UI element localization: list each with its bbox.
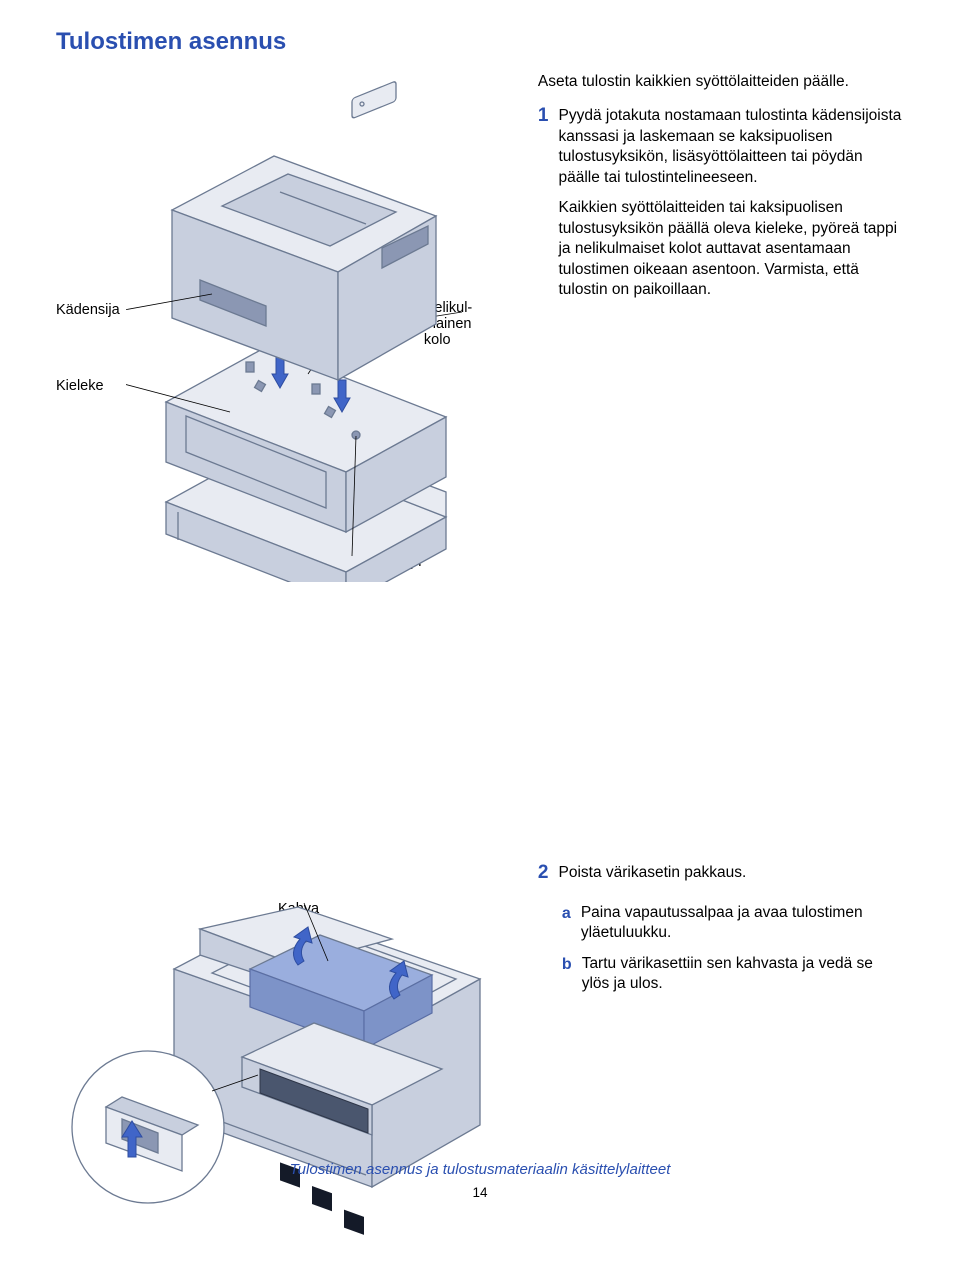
step-1-para-2: Kaikkien syöttölaitteiden tai kaksipuoli…: [558, 198, 904, 300]
step-2: 2 Poista värikasetin pakkaus.: [538, 863, 904, 893]
step-1-body: Pyydä jotakuta nostamaan tulostinta käde…: [558, 106, 904, 310]
bottom-section: Kahva: [56, 863, 904, 1263]
sub-b-letter: b: [562, 954, 572, 995]
sub-step-list: a Paina vapautussalpaa ja avaa tulostime…: [562, 903, 904, 995]
sub-a-letter: a: [562, 903, 571, 944]
sub-b-text: Tartu värikasettiin sen kahvasta ja vedä…: [582, 954, 904, 995]
left-labels: Kädensija Kieleke: [56, 302, 120, 454]
step-1-number: 1: [538, 106, 549, 310]
illustration-1-col: Kädensija Kieleke Nelikul­mainen kolo Py…: [56, 72, 514, 323]
text-col-2: 2 Poista värikasetin pakkaus. a Paina va…: [538, 863, 904, 1263]
page-number: 14: [0, 1185, 960, 1200]
printer-open-illustration: [62, 857, 502, 1237]
page-title: Tulostimen asennus: [56, 28, 904, 56]
step-2-number: 2: [538, 863, 549, 893]
printer-stack-illustration: [126, 72, 466, 582]
illustration-2-col: Kahva: [56, 863, 514, 1263]
step-2-text: Poista värikasetin pakkaus.: [558, 863, 904, 883]
step-1-para-1: Pyydä jotakuta nostamaan tulostinta käde…: [558, 106, 904, 188]
label-kieleke: Kieleke: [56, 378, 120, 394]
text-col-1: Aseta tulostin kaikkien syöttölaitteiden…: [538, 72, 904, 323]
sub-a-text: Paina vapautussalpaa ja avaa tulostimen …: [581, 903, 904, 944]
label-kadensija: Kädensija: [56, 302, 120, 318]
step-1: 1 Pyydä jotakuta nostamaan tulostinta kä…: [538, 106, 904, 310]
intro-text: Aseta tulostin kaikkien syöttölaitteiden…: [538, 72, 904, 92]
sub-step-a: a Paina vapautussalpaa ja avaa tulostime…: [562, 903, 904, 944]
sub-step-b: b Tartu värikasettiin sen kahvasta ja ve…: [562, 954, 904, 995]
step-2-body: Poista värikasetin pakkaus.: [558, 863, 904, 893]
page-footer: Tulostimen asennus ja tulostusmateriaali…: [0, 1161, 960, 1178]
top-section: Kädensija Kieleke Nelikul­mainen kolo Py…: [56, 72, 904, 323]
